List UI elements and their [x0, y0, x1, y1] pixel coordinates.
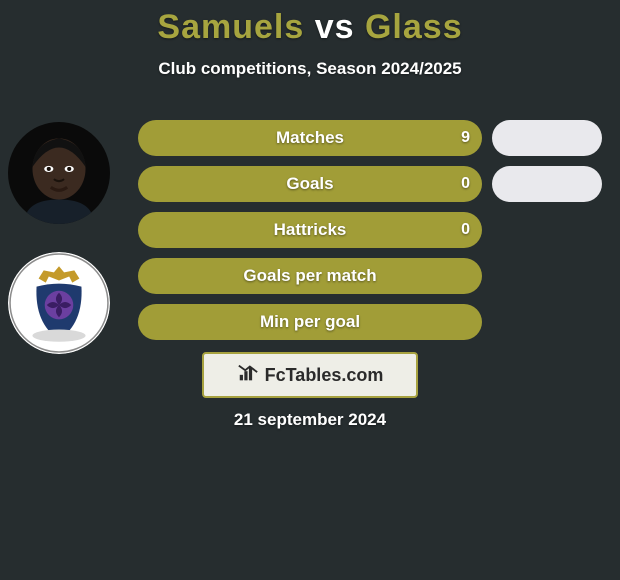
title-right: Glass — [365, 8, 463, 46]
avatars-column — [8, 122, 113, 382]
player-left-avatar — [8, 122, 110, 224]
infographic-root: Samuels vs Glass Club competitions, Seas… — [0, 0, 620, 580]
chart-bar-icon — [237, 362, 259, 389]
stat-value-left: 0 — [461, 175, 470, 193]
subtitle: Club competitions, Season 2024/2025 — [0, 59, 620, 79]
stats-bars: Matches9Goals0Hattricks0Goals per matchM… — [138, 120, 608, 350]
stat-label: Hattricks — [138, 220, 482, 240]
club-crest-icon — [8, 252, 110, 354]
stat-value-left: 0 — [461, 221, 470, 239]
page-title: Samuels vs Glass — [0, 0, 620, 47]
title-vs: vs — [315, 8, 355, 46]
brand-text: FcTables.com — [265, 365, 384, 386]
stat-row: Min per goal — [138, 304, 608, 340]
title-left: Samuels — [157, 8, 304, 46]
stat-pill-right — [492, 166, 602, 202]
brand-badge: FcTables.com — [202, 352, 418, 398]
stat-value-left: 9 — [461, 129, 470, 147]
stat-label: Min per goal — [138, 312, 482, 332]
stat-row: Goals0 — [138, 166, 608, 202]
stat-row: Goals per match — [138, 258, 608, 294]
stat-label: Goals — [138, 174, 482, 194]
face-photo-icon — [8, 122, 110, 224]
stat-label: Goals per match — [138, 266, 482, 286]
stat-pill-right — [492, 120, 602, 156]
stat-row: Matches9 — [138, 120, 608, 156]
footer-date: 21 september 2024 — [0, 410, 620, 430]
stat-row: Hattricks0 — [138, 212, 608, 248]
player-right-avatar — [8, 252, 110, 354]
stat-label: Matches — [138, 128, 482, 148]
